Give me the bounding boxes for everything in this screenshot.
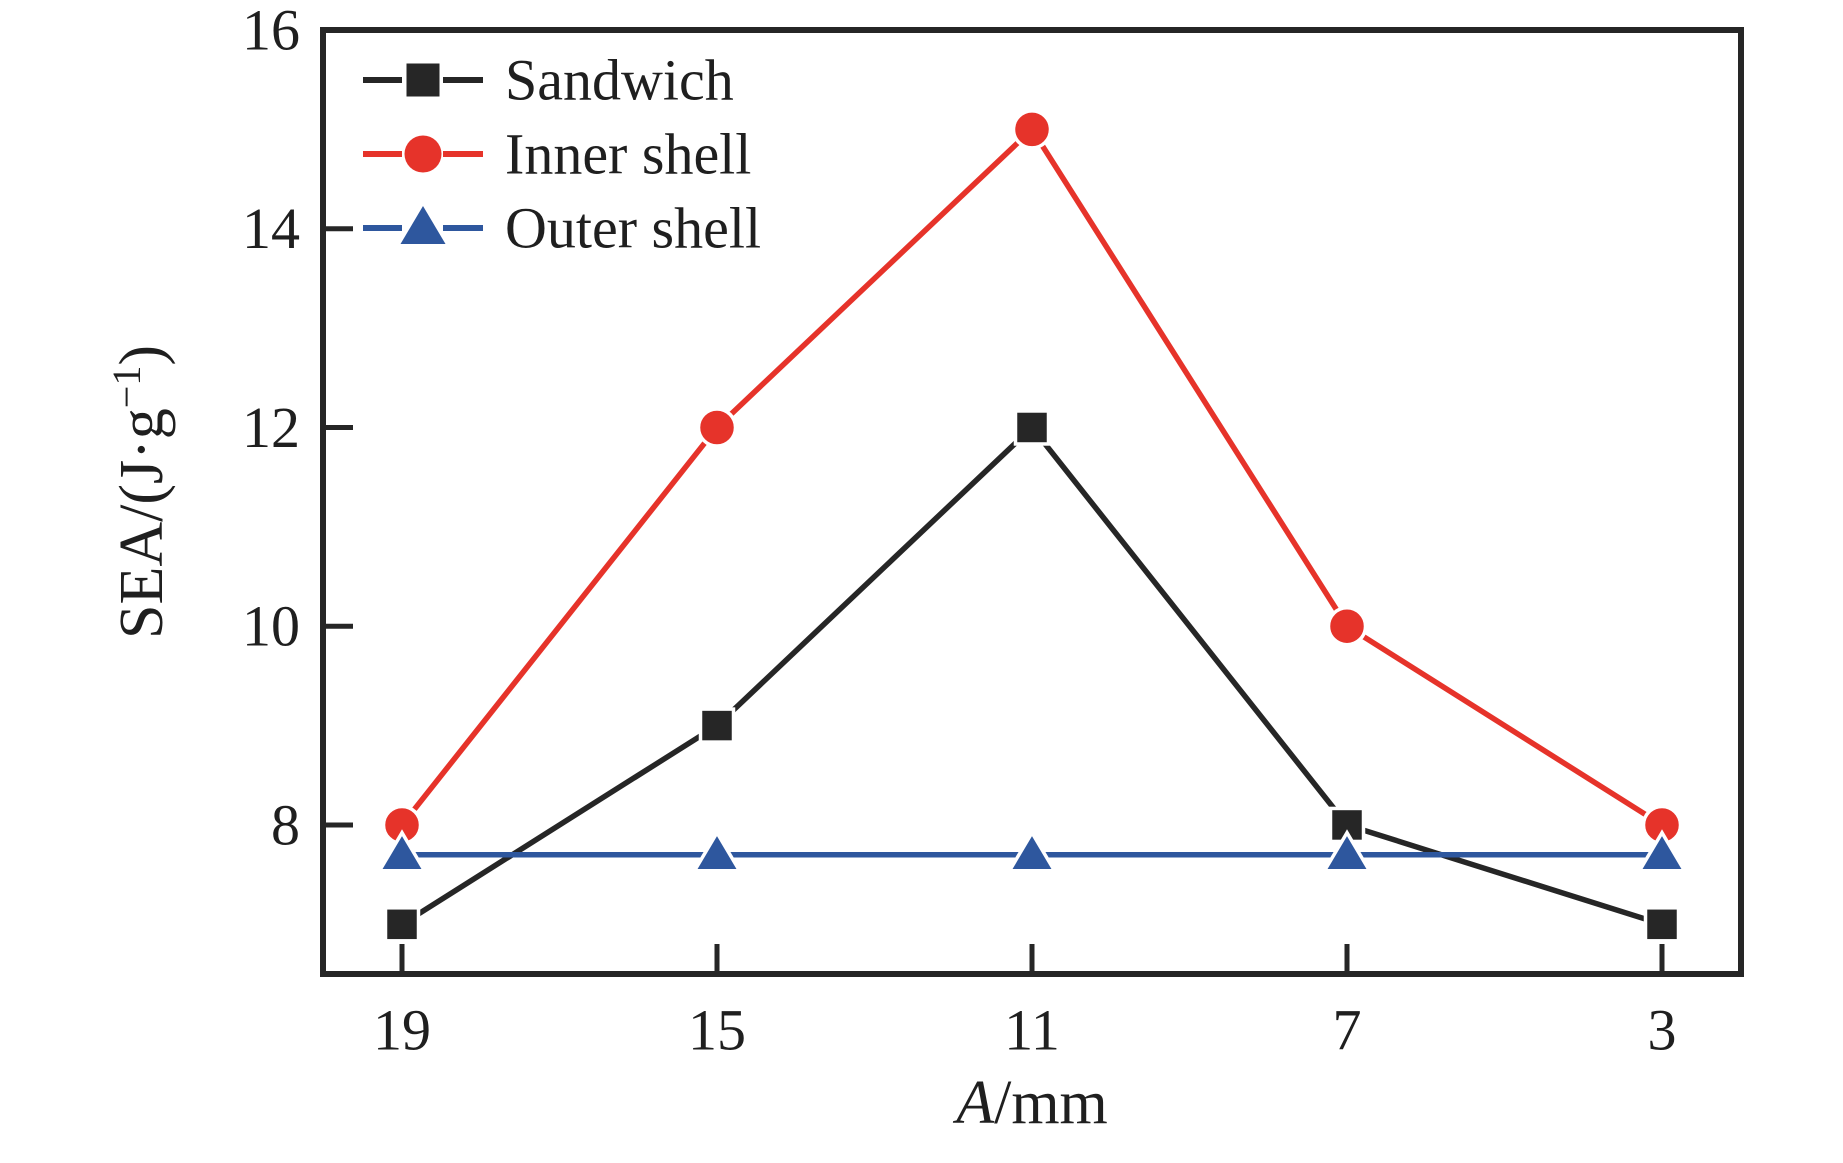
- y-tick-label: 12: [242, 395, 300, 460]
- legend-entry-outer-shell: Outer shell: [363, 196, 761, 261]
- data-marker-sandwich: [698, 707, 736, 744]
- legend-label-outer-shell: Outer shell: [505, 196, 761, 261]
- series-sandwich: [383, 409, 1681, 943]
- legend-marker-triangle: [400, 205, 446, 244]
- data-marker-inner-shell: [696, 407, 738, 448]
- x-tick-label: 15: [688, 998, 746, 1063]
- data-marker-outer-shell: [1636, 829, 1688, 873]
- data-marker-inner-shell: [1326, 605, 1368, 647]
- y-tick-label: 8: [271, 792, 300, 857]
- data-marker-sandwich: [1643, 906, 1681, 943]
- data-marker-sandwich: [383, 906, 421, 943]
- legend: Sandwich Inner shell Outer shell: [363, 48, 761, 261]
- legend-entry-sandwich: Sandwich: [363, 48, 734, 113]
- data-marker-outer-shell: [1006, 829, 1058, 873]
- legend-marker-square: [406, 63, 440, 97]
- x-tick-label: 19: [373, 998, 431, 1063]
- y-tick-label: 14: [242, 196, 300, 261]
- x-tick-label: 3: [1648, 998, 1677, 1063]
- legend-marker-circle: [404, 135, 442, 173]
- x-tick-label: 11: [1004, 998, 1060, 1063]
- data-marker-outer-shell: [691, 829, 743, 873]
- legend-label-inner-shell: Inner shell: [505, 122, 751, 187]
- series-outer-shell: [376, 829, 1688, 873]
- y-tick-label: 16: [242, 0, 300, 63]
- x-axis-label: A/mm: [952, 1069, 1108, 1137]
- legend-label-sandwich: Sandwich: [505, 48, 734, 113]
- y-tick-label: 10: [242, 594, 300, 659]
- data-marker-sandwich: [1013, 409, 1051, 446]
- y-axis-label: SEA/(J·g−1): [104, 345, 176, 639]
- data-marker-outer-shell: [376, 829, 428, 873]
- legend-entry-inner-shell: Inner shell: [363, 122, 751, 187]
- x-tick-label: 7: [1333, 998, 1362, 1063]
- data-marker-inner-shell: [1011, 109, 1053, 150]
- data-marker-outer-shell: [1321, 829, 1373, 873]
